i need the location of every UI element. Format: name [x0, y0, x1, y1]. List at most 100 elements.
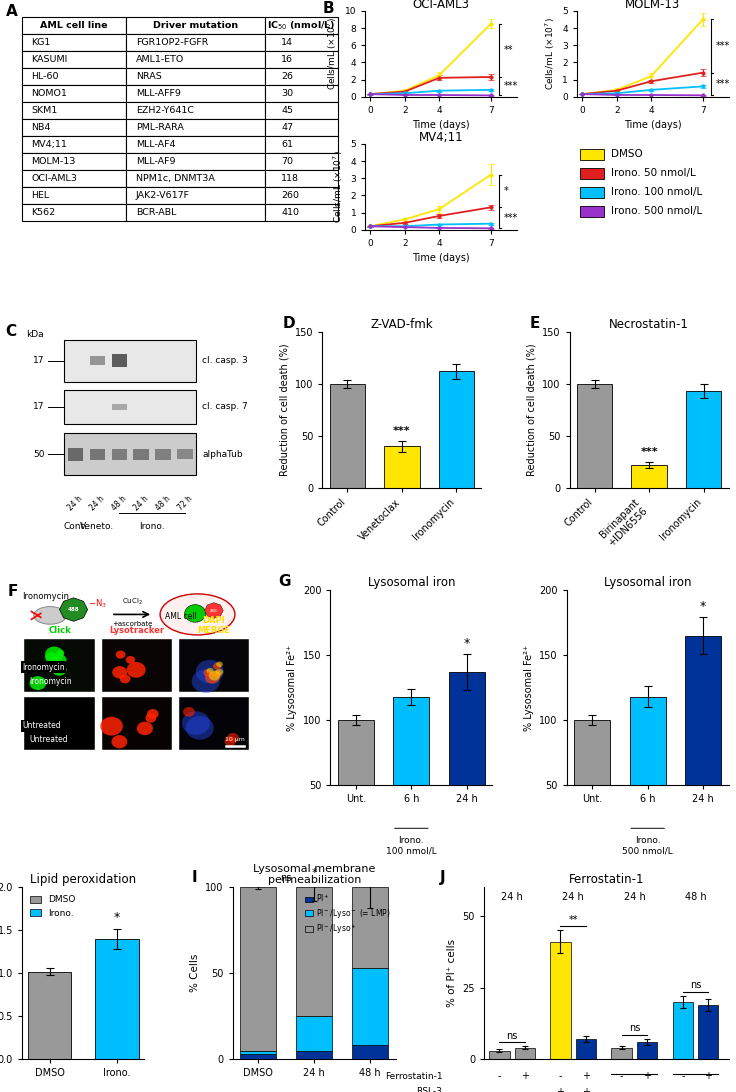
Bar — [102, 639, 171, 691]
Text: 70: 70 — [281, 157, 293, 166]
Text: -: - — [620, 1087, 623, 1092]
Text: HEL: HEL — [32, 191, 50, 200]
Circle shape — [29, 676, 46, 690]
Text: 47: 47 — [281, 123, 293, 132]
Text: J: J — [440, 870, 446, 886]
Circle shape — [57, 650, 64, 656]
Circle shape — [207, 668, 213, 674]
Bar — [22, 85, 127, 103]
Bar — [266, 187, 338, 204]
Text: -: - — [681, 1087, 684, 1092]
Text: Ironomycin: Ironomycin — [22, 592, 69, 601]
Bar — [240, 1054, 277, 1059]
X-axis label: Time (days): Time (days) — [412, 253, 470, 263]
Text: Untreated: Untreated — [22, 721, 60, 731]
Text: *: * — [311, 868, 317, 878]
Title: Z-VAD-fmk: Z-VAD-fmk — [370, 318, 434, 331]
Text: 72 h: 72 h — [176, 495, 194, 512]
Text: $-$N$_3$: $-$N$_3$ — [88, 597, 106, 610]
Bar — [577, 383, 612, 488]
Bar — [393, 697, 429, 851]
Text: ***: *** — [393, 426, 411, 436]
Bar — [155, 449, 171, 460]
Bar — [127, 51, 266, 69]
Text: 410: 410 — [281, 207, 300, 217]
Text: OCI-AML3: OCI-AML3 — [32, 174, 77, 183]
Bar — [266, 17, 338, 35]
Circle shape — [116, 651, 125, 658]
Bar — [127, 119, 266, 136]
Text: CuCl$_2$: CuCl$_2$ — [121, 596, 143, 607]
Legend: DMSO, Irono.: DMSO, Irono. — [26, 892, 79, 922]
Text: kDa: kDa — [26, 330, 44, 340]
Text: -: - — [498, 1071, 501, 1081]
Bar — [65, 340, 196, 382]
Bar — [629, 697, 666, 851]
Text: 45: 45 — [281, 106, 293, 116]
Bar — [266, 153, 338, 170]
Bar — [266, 69, 338, 85]
Circle shape — [45, 652, 58, 663]
Bar — [266, 85, 338, 103]
Circle shape — [192, 669, 220, 693]
Text: 17: 17 — [33, 402, 45, 412]
Text: 260: 260 — [281, 191, 300, 200]
Ellipse shape — [160, 594, 235, 634]
Circle shape — [213, 663, 222, 669]
Text: G: G — [278, 574, 291, 590]
Bar — [127, 35, 266, 51]
Bar — [22, 51, 127, 69]
Bar — [22, 153, 127, 170]
Text: ns: ns — [506, 1031, 517, 1041]
Bar — [330, 383, 365, 488]
Ellipse shape — [34, 607, 66, 625]
Bar — [266, 170, 338, 187]
Bar — [24, 698, 95, 750]
Y-axis label: Reduction of cell death (%): Reduction of cell death (%) — [526, 344, 537, 476]
Bar — [90, 356, 105, 365]
X-axis label: Time (days): Time (days) — [624, 120, 682, 130]
Text: NOMO1: NOMO1 — [32, 90, 68, 98]
Text: Irono. 50 nmol/L: Irono. 50 nmol/L — [611, 168, 696, 178]
Bar — [240, 1051, 277, 1054]
Text: 24 h: 24 h — [88, 495, 107, 512]
Bar — [22, 35, 127, 51]
Text: F: F — [8, 584, 18, 600]
Bar — [22, 103, 127, 119]
Text: MV4;11: MV4;11 — [32, 140, 68, 150]
Text: *: * — [114, 912, 120, 924]
Title: Lysosomal iron: Lysosomal iron — [367, 575, 455, 589]
Text: Lysotracker: Lysotracker — [109, 626, 164, 634]
Bar — [112, 449, 127, 460]
Bar — [102, 698, 171, 750]
Bar — [179, 639, 249, 691]
Circle shape — [52, 654, 66, 666]
Bar — [338, 721, 374, 851]
Text: Irono. 100 nmol/L: Irono. 100 nmol/L — [611, 187, 702, 197]
Text: 16: 16 — [281, 56, 293, 64]
Circle shape — [196, 660, 224, 684]
Text: +: + — [521, 1071, 529, 1081]
Text: ***: *** — [640, 447, 658, 456]
Circle shape — [216, 662, 223, 667]
Text: 488: 488 — [68, 607, 79, 612]
Circle shape — [145, 713, 156, 723]
Text: alphaTub: alphaTub — [202, 450, 243, 459]
Text: -: - — [523, 1087, 526, 1092]
Title: MOLM-13: MOLM-13 — [626, 0, 681, 11]
Bar — [296, 1017, 333, 1051]
Text: *: * — [464, 637, 470, 650]
Text: FGR1OP2-FGFR: FGR1OP2-FGFR — [136, 38, 208, 47]
Text: 118: 118 — [281, 174, 300, 183]
Text: NRAS: NRAS — [136, 72, 162, 81]
Circle shape — [182, 711, 210, 735]
Bar — [637, 1042, 657, 1059]
Text: -: - — [707, 1087, 710, 1092]
Title: MV4;11: MV4;11 — [419, 131, 463, 144]
Text: -: - — [645, 1087, 649, 1092]
Text: -: - — [681, 1071, 684, 1081]
Y-axis label: % Cells: % Cells — [190, 954, 199, 993]
Text: 24 h: 24 h — [132, 495, 150, 512]
Text: ns: ns — [690, 981, 701, 990]
Bar — [127, 136, 266, 153]
